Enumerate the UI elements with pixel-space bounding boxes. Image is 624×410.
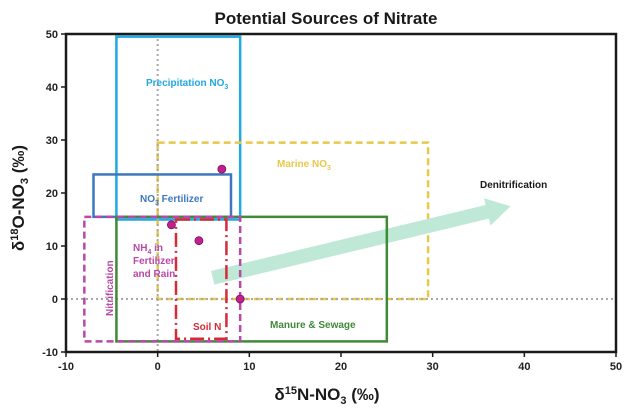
- y-tick-label: -10: [42, 347, 58, 359]
- region-label-precipitation: Precipitation NO3: [146, 78, 228, 91]
- x-tick-label: 10: [243, 361, 255, 373]
- y-tick-label: 30: [46, 135, 58, 147]
- data-point: [217, 164, 227, 174]
- region-label-manure: Manure & Sewage: [270, 320, 356, 331]
- denitrification-label: Denitrification: [480, 180, 547, 191]
- x-tick-label: 0: [155, 361, 161, 373]
- region-label-soil: Soil N: [193, 322, 221, 333]
- denitrification-arrow: [211, 198, 511, 285]
- x-tick-label: 40: [518, 361, 530, 373]
- x-tick-label: -10: [58, 361, 74, 373]
- y-tick-label: 20: [46, 188, 58, 200]
- data-point: [167, 220, 176, 230]
- region-manure: [115, 215, 389, 343]
- y-tick-label: 10: [46, 241, 58, 253]
- chart-title: Potential Sources of Nitrate: [215, 9, 438, 28]
- y-tick-label: 0: [52, 294, 58, 306]
- y-axis-label: δ18O-NO3 (‰): [9, 145, 31, 251]
- data-point: [235, 294, 245, 304]
- region-label-fertilizer: NO3 Fertilizer: [140, 194, 203, 207]
- region-soil: [174, 218, 228, 340]
- x-tick-label: 30: [427, 361, 439, 373]
- region-label-nh4: NH4 in Fertilizer and Rain: [133, 243, 175, 280]
- y-tick-label: 50: [46, 29, 58, 41]
- x-axis-label: δ15N-NO3 (‰): [274, 385, 379, 407]
- data-point: [194, 236, 204, 246]
- region-nh4: [83, 215, 242, 343]
- x-tick-label: 50: [610, 361, 622, 373]
- region-precipitation: [115, 35, 242, 221]
- region-label-marine: Marine NO3: [277, 159, 331, 172]
- y-tick-label: 40: [46, 82, 58, 94]
- nitrification-label: Nitrification: [105, 260, 116, 316]
- x-tick-label: 20: [335, 361, 347, 373]
